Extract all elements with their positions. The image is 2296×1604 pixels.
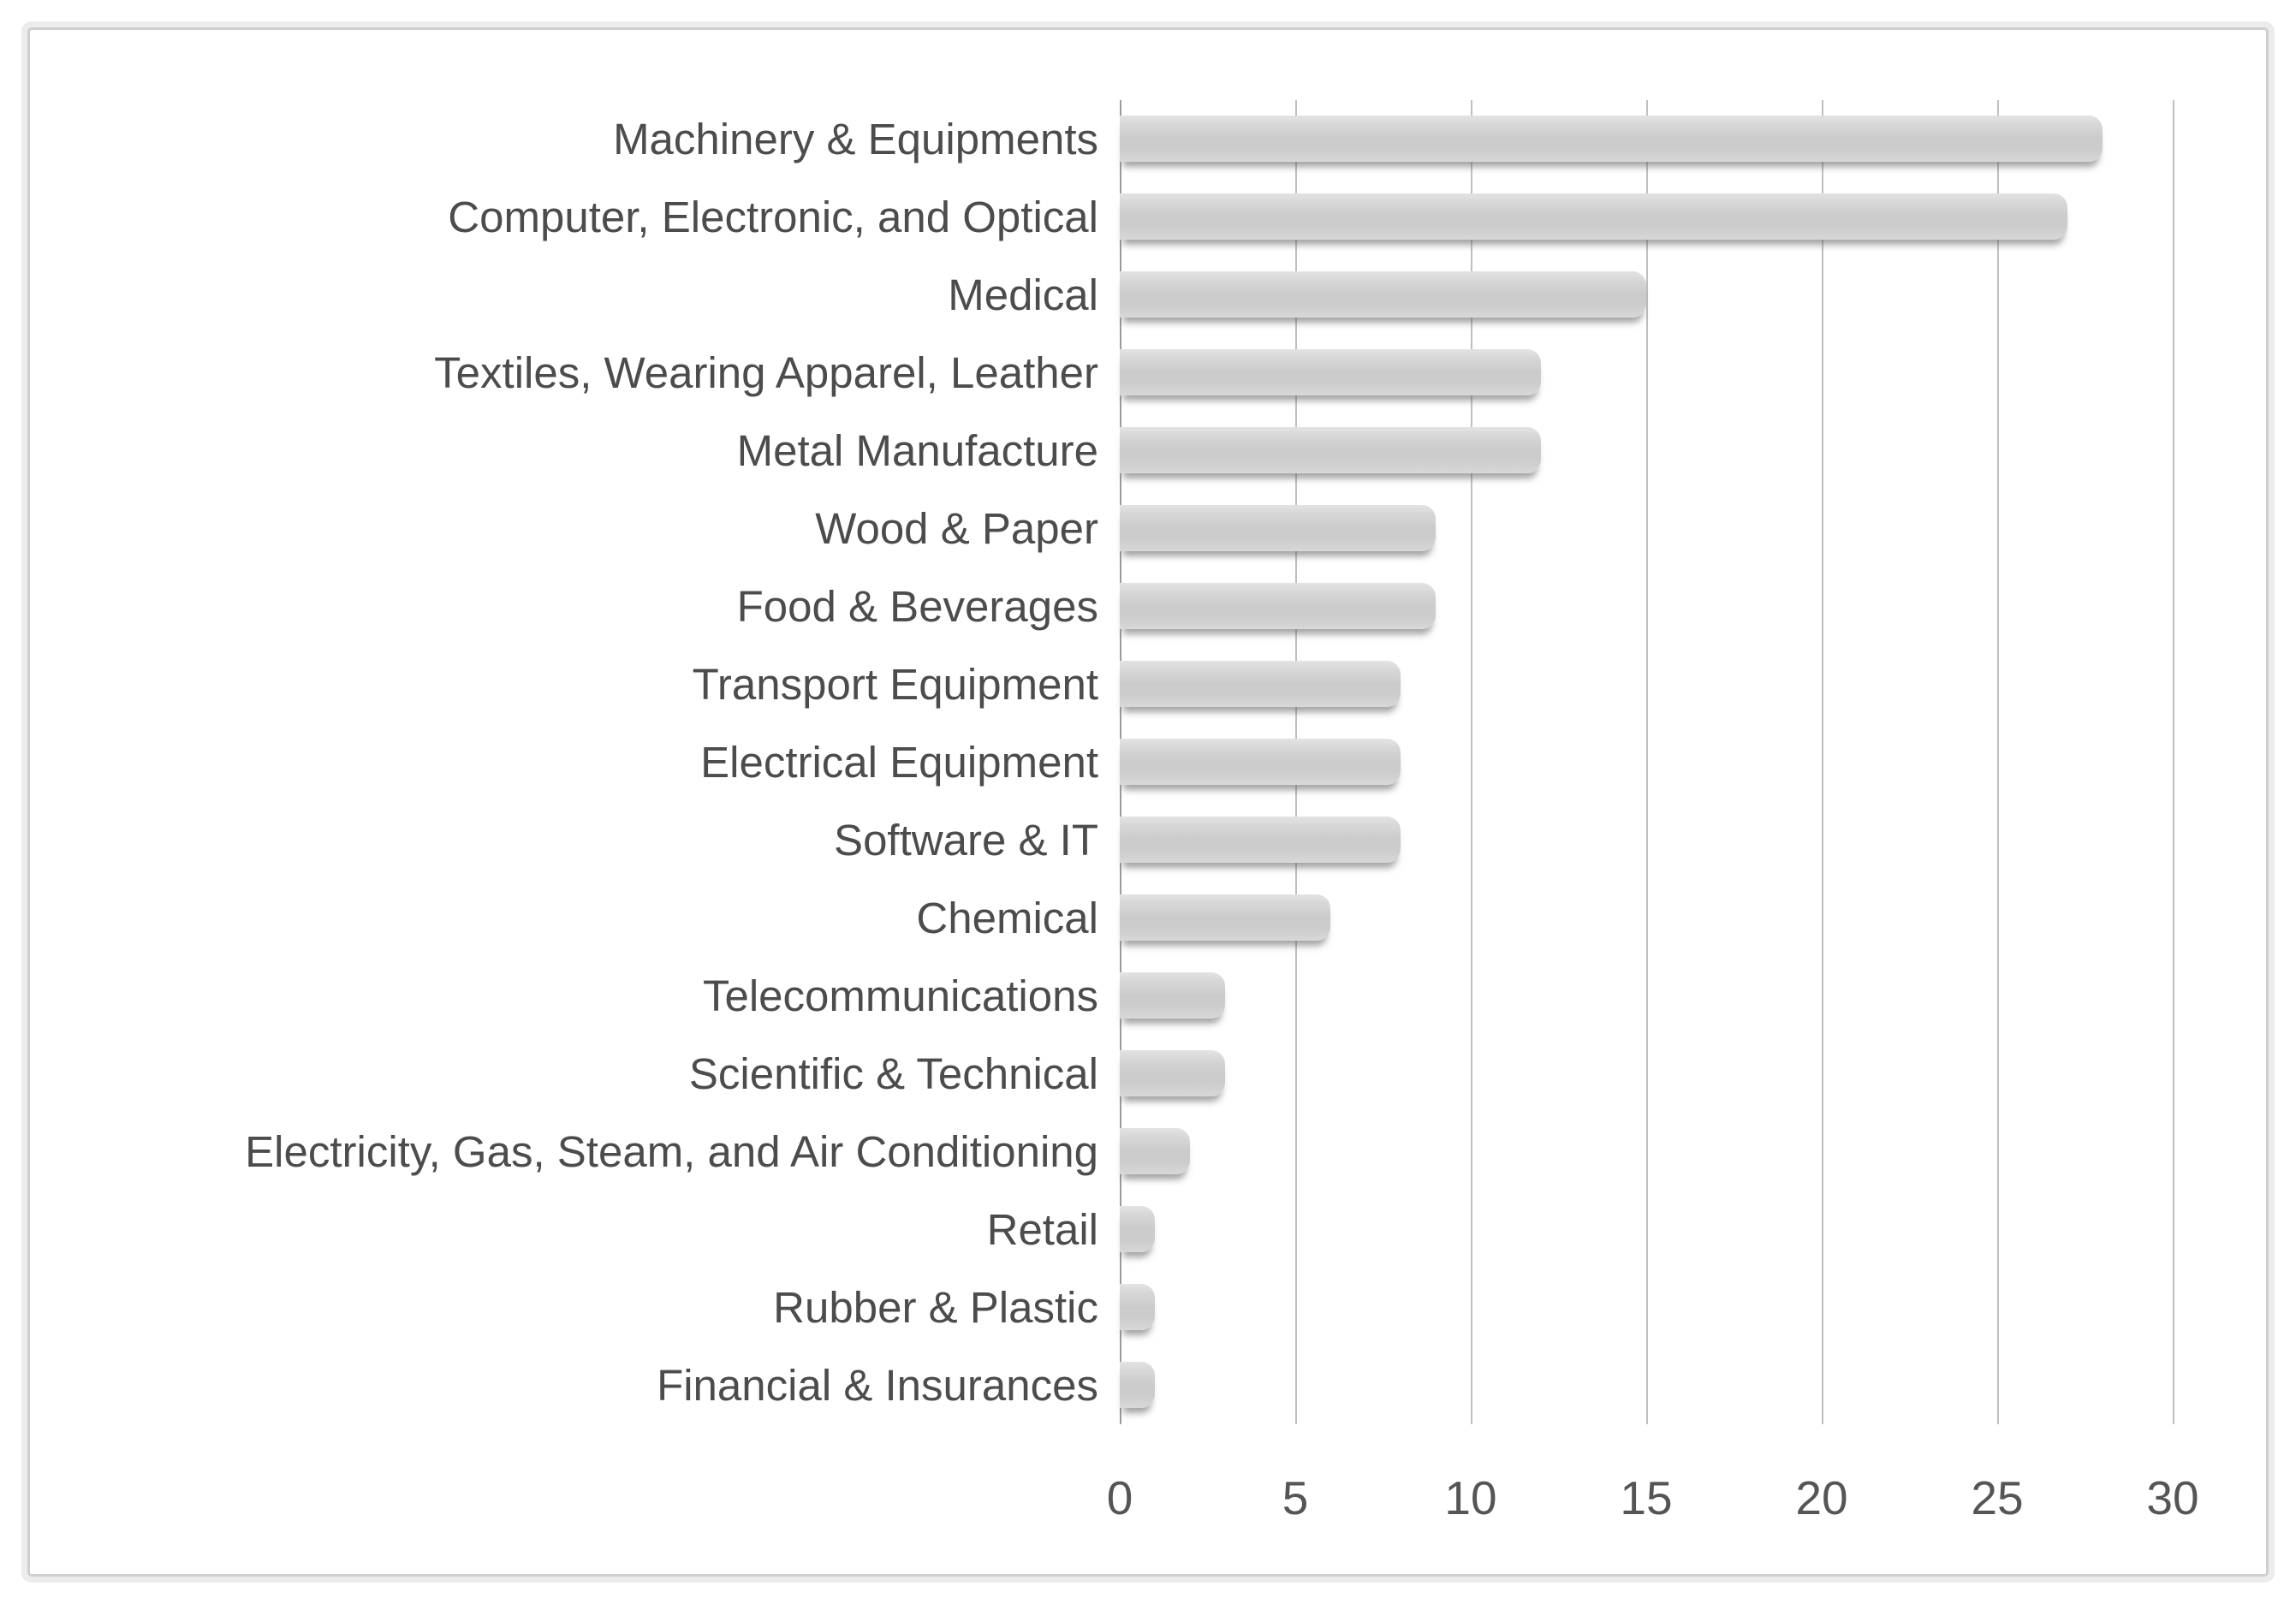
bar <box>1120 271 1646 318</box>
category-label: Retail <box>986 1205 1098 1254</box>
bar <box>1120 427 1541 473</box>
bar-track <box>1120 178 2266 256</box>
bar-track <box>1120 334 2266 412</box>
chart-row: Computer, Electronic, and Optical <box>30 178 2266 256</box>
bar <box>1120 1362 1155 1408</box>
bar-track <box>1120 567 2266 645</box>
x-tick-label: 15 <box>1620 1471 1673 1524</box>
bar <box>1120 817 1401 863</box>
chart-row: Financial & Insurances <box>30 1346 2266 1424</box>
bar <box>1120 349 1541 395</box>
category-label: Rubber & Plastic <box>773 1283 1098 1332</box>
category-label: Computer, Electronic, and Optical <box>448 193 1098 241</box>
bar-track <box>1120 1191 2266 1268</box>
bar <box>1120 193 2067 240</box>
x-tick-label: 20 <box>1795 1471 1848 1524</box>
chart-row: Metal Manufacture <box>30 412 2266 490</box>
bar <box>1120 972 1225 1019</box>
category-label: Machinery & Equipments <box>613 115 1098 163</box>
bar <box>1120 116 2103 162</box>
x-tick-label: 0 <box>1106 1471 1133 1524</box>
chart-row: Electricity, Gas, Steam, and Air Conditi… <box>30 1113 2266 1191</box>
bar-track <box>1120 1113 2266 1191</box>
category-label: Telecommunications <box>702 971 1098 1020</box>
gridline <box>1822 100 1823 1424</box>
chart-row: Chemical <box>30 879 2266 957</box>
chart-frame: Machinery & Equipments Computer, Electron… <box>27 27 2269 1577</box>
bar <box>1120 739 1401 785</box>
bar-track <box>1120 490 2266 567</box>
chart-row: Telecommunications <box>30 957 2266 1035</box>
gridline <box>2173 100 2174 1424</box>
chart-row: Rubber & Plastic <box>30 1268 2266 1346</box>
category-label: Wood & Paper <box>815 504 1098 553</box>
bar <box>1120 661 1401 707</box>
category-label: Electrical Equipment <box>700 738 1098 787</box>
bar <box>1120 1050 1225 1096</box>
bar <box>1120 1206 1155 1252</box>
bar <box>1120 1128 1190 1174</box>
bar-track <box>1120 957 2266 1035</box>
chart-row: Software & IT <box>30 801 2266 879</box>
chart-row: Scientific & Technical <box>30 1035 2266 1113</box>
x-tick-label: 5 <box>1282 1471 1309 1524</box>
category-label: Metal Manufacture <box>736 426 1098 475</box>
chart-row: Transport Equipment <box>30 645 2266 723</box>
chart-row: Wood & Paper <box>30 490 2266 567</box>
category-label: Transport Equipment <box>692 660 1098 709</box>
chart-row: Food & Beverages <box>30 567 2266 645</box>
chart-row: Medical <box>30 256 2266 334</box>
x-tick-label: 30 <box>2146 1471 2199 1524</box>
category-label: Chemical <box>916 894 1098 942</box>
bar-track <box>1120 1346 2266 1424</box>
bar <box>1120 505 1436 551</box>
chart-row: Textiles, Wearing Apparel, Leather <box>30 334 2266 412</box>
bar <box>1120 583 1436 629</box>
bar-rows: Machinery & Equipments Computer, Electron… <box>30 100 2266 1424</box>
gridline <box>1646 100 1648 1424</box>
bar-track <box>1120 1268 2266 1346</box>
category-label: Food & Beverages <box>736 582 1098 631</box>
bar-track <box>1120 645 2266 723</box>
gridline <box>1997 100 1999 1424</box>
category-label: Electricity, Gas, Steam, and Air Conditi… <box>245 1127 1098 1176</box>
bar-track <box>1120 412 2266 490</box>
chart-row: Machinery & Equipments <box>30 100 2266 178</box>
bar <box>1120 894 1330 941</box>
bar-track <box>1120 1035 2266 1113</box>
category-label: Medical <box>948 270 1098 319</box>
bar-track <box>1120 879 2266 957</box>
category-label: Software & IT <box>834 816 1098 864</box>
bar-track <box>1120 256 2266 334</box>
x-axis: 0 5 10 15 20 25 30 <box>30 1475 2266 1543</box>
chart-row: Retail <box>30 1191 2266 1268</box>
category-label: Textiles, Wearing Apparel, Leather <box>434 348 1098 397</box>
gridline <box>1471 100 1472 1424</box>
bar-track <box>1120 801 2266 879</box>
chart-row: Electrical Equipment <box>30 723 2266 801</box>
x-tick-label: 25 <box>1971 1471 2024 1524</box>
x-tick-label: 10 <box>1444 1471 1497 1524</box>
bar-track <box>1120 100 2266 178</box>
category-label: Scientific & Technical <box>688 1049 1098 1098</box>
category-label: Financial & Insurances <box>657 1361 1098 1410</box>
bar-track <box>1120 723 2266 801</box>
bar <box>1120 1284 1155 1330</box>
